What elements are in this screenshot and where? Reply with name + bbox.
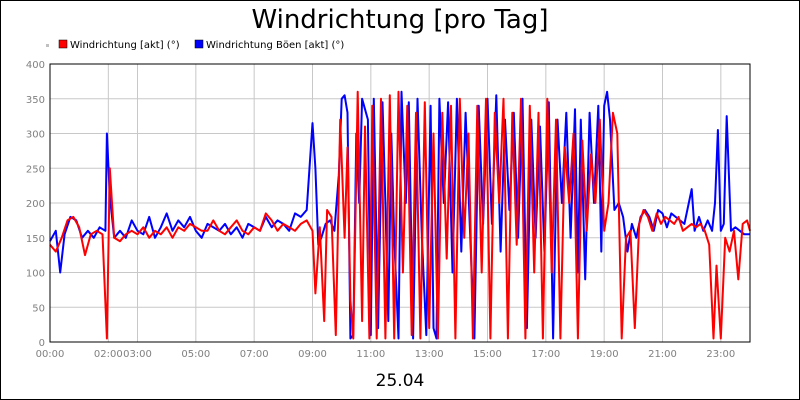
- x-axis: 00:00 02:00 03:00 05:00 07:00 09:00 11:00 13:00…: [36, 349, 736, 360]
- legend-swatch-windrichtung: [58, 39, 68, 49]
- y-axis: 0 50 100 150 200 250 300 350 400: [26, 60, 45, 349]
- date-label: 25.04: [376, 371, 425, 391]
- x-tick-label: 03:00: [123, 349, 152, 360]
- plot-series: [49, 90, 751, 340]
- y-tick-label: 400: [26, 60, 45, 71]
- x-tick-label: 02:00: [94, 349, 123, 360]
- plot-area-border: [49, 63, 751, 343]
- x-tick-label: 09:00: [298, 349, 327, 360]
- x-tick-label: 23:00: [706, 349, 735, 360]
- y-tick-label: 50: [32, 303, 45, 314]
- legend: Windrichtung [akt] (°) Windrichtung Böen…: [46, 39, 344, 51]
- x-tick-label: 07:00: [240, 349, 269, 360]
- y-tick-label: 0: [39, 338, 45, 349]
- y-tick-label: 250: [26, 164, 45, 175]
- y-tick-label: 300: [26, 130, 45, 141]
- legend-label-windrichtung-boeen: Windrichtung Böen [akt] (°): [206, 40, 344, 51]
- y-tick-label: 150: [26, 234, 45, 245]
- chart-title: Windrichtung [pro Tag]: [251, 5, 548, 35]
- x-tick-label: 15:00: [473, 349, 502, 360]
- x-tick-label: 13:00: [415, 349, 444, 360]
- x-tick-label: 19:00: [590, 349, 619, 360]
- x-tick-label: 17:00: [531, 349, 560, 360]
- x-tick-label: 00:00: [36, 349, 65, 360]
- x-tick-label: 05:00: [181, 349, 210, 360]
- y-tick-label: 350: [26, 95, 45, 106]
- legend-marker-dot: [46, 44, 49, 47]
- legend-swatch-windrichtung-boeen: [194, 39, 204, 49]
- legend-label-windrichtung: Windrichtung [akt] (°): [70, 40, 180, 51]
- x-tick-label: 11:00: [356, 349, 385, 360]
- y-tick-label: 100: [26, 269, 45, 280]
- series-line-windrichtung: [49, 90, 751, 340]
- x-tick-label: 21:00: [648, 349, 677, 360]
- y-tick-label: 200: [26, 199, 45, 210]
